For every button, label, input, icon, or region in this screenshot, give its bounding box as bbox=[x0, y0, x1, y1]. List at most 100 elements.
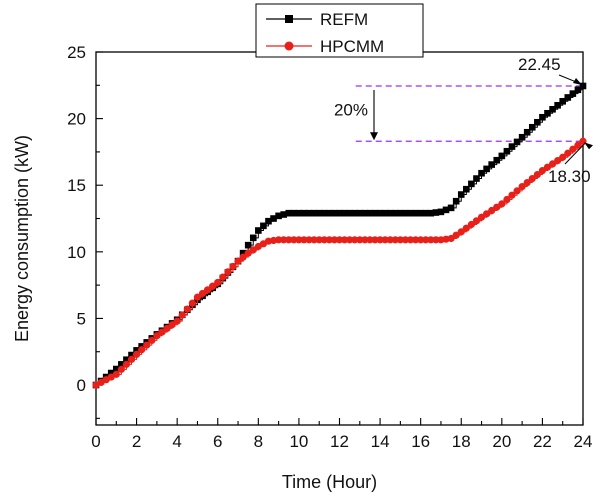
data-point-refm bbox=[392, 209, 399, 217]
reduction-arrow-head bbox=[369, 132, 378, 141]
data-point-refm bbox=[539, 113, 546, 121]
data-point-hpcmm bbox=[173, 317, 181, 325]
data-point-refm bbox=[381, 209, 389, 217]
data-point-hpcmm bbox=[351, 236, 359, 244]
data-point-hpcmm bbox=[320, 236, 328, 244]
data-point-hpcmm bbox=[411, 236, 420, 244]
x-tick-label: 18 bbox=[452, 432, 471, 451]
data-point-hpcmm bbox=[401, 236, 410, 244]
data-point-hpcmm bbox=[310, 236, 318, 244]
data-point-hpcmm bbox=[188, 299, 196, 307]
data-point-hpcmm bbox=[493, 203, 501, 211]
data-point-refm bbox=[523, 128, 531, 136]
data-point-hpcmm bbox=[163, 324, 171, 333]
data-point-refm bbox=[371, 209, 379, 217]
data-point-refm bbox=[351, 209, 359, 217]
data-point-hpcmm bbox=[559, 153, 567, 161]
legend-label-hpcmm: HPCMM bbox=[320, 37, 384, 56]
data-point-hpcmm bbox=[472, 217, 481, 225]
data-point-hpcmm bbox=[528, 174, 536, 183]
data-point-hpcmm bbox=[340, 236, 349, 244]
data-point-refm bbox=[239, 249, 247, 257]
data-point-hpcmm bbox=[574, 141, 582, 149]
legend-marker-hpcmm bbox=[284, 41, 294, 51]
data-point-hpcmm bbox=[569, 145, 577, 153]
data-point-refm bbox=[493, 156, 501, 164]
x-tick-label: 0 bbox=[91, 432, 100, 451]
data-point-hpcmm bbox=[280, 236, 288, 244]
data-point-hpcmm bbox=[290, 236, 298, 244]
data-point-hpcmm bbox=[376, 236, 384, 244]
data-point-hpcmm bbox=[204, 286, 212, 294]
data-point-refm bbox=[118, 361, 125, 368]
data-point-hpcmm bbox=[361, 236, 369, 244]
data-point-refm bbox=[280, 211, 287, 218]
x-tick-label: 22 bbox=[533, 432, 552, 451]
data-point-hpcmm bbox=[483, 210, 491, 218]
data-point-refm bbox=[447, 204, 455, 212]
data-point-hpcmm bbox=[508, 191, 516, 199]
x-tick-label: 10 bbox=[289, 432, 308, 451]
data-point-hpcmm bbox=[386, 236, 394, 244]
series-hpcmm bbox=[92, 137, 587, 389]
data-point-hpcmm bbox=[138, 346, 146, 354]
end-label-refm: 22.45 bbox=[518, 55, 561, 74]
y-tick-label: 5 bbox=[77, 309, 86, 328]
data-point-refm bbox=[265, 217, 272, 225]
data-point-hpcmm bbox=[564, 149, 572, 157]
data-point-refm bbox=[478, 169, 485, 177]
x-tick-label: 20 bbox=[492, 432, 511, 451]
data-point-refm bbox=[549, 105, 556, 113]
data-point-refm bbox=[290, 209, 298, 217]
data-point-refm bbox=[123, 356, 130, 364]
data-point-hpcmm bbox=[239, 253, 247, 261]
data-point-refm bbox=[554, 101, 561, 109]
data-point-hpcmm bbox=[153, 332, 161, 340]
data-point-hpcmm bbox=[198, 289, 207, 298]
data-point-hpcmm bbox=[538, 166, 547, 175]
data-point-refm bbox=[452, 197, 460, 205]
data-point-hpcmm bbox=[396, 236, 404, 244]
data-point-refm bbox=[386, 209, 394, 217]
data-point-hpcmm bbox=[244, 249, 252, 257]
x-tick-label: 6 bbox=[213, 432, 222, 451]
data-point-hpcmm bbox=[518, 182, 526, 191]
data-point-hpcmm bbox=[467, 220, 475, 229]
x-tick-label: 4 bbox=[172, 432, 181, 451]
data-point-refm bbox=[366, 209, 374, 217]
data-point-refm bbox=[513, 138, 521, 146]
end-arrowhead-hpcmm bbox=[584, 142, 593, 150]
data-point-hpcmm bbox=[452, 231, 460, 239]
data-point-refm bbox=[249, 234, 257, 242]
data-point-hpcmm bbox=[447, 234, 455, 243]
x-tick-label: 8 bbox=[254, 432, 263, 451]
data-point-refm bbox=[336, 209, 343, 217]
data-point-hpcmm bbox=[554, 156, 562, 165]
data-point-refm bbox=[473, 175, 480, 182]
data-point-refm bbox=[457, 191, 465, 198]
data-point-refm bbox=[285, 209, 293, 217]
data-point-refm bbox=[544, 109, 551, 117]
data-point-hpcmm bbox=[158, 328, 166, 336]
y-tick-label: 10 bbox=[67, 243, 86, 262]
data-point-hpcmm bbox=[325, 236, 333, 244]
y-tick-label: 20 bbox=[67, 110, 86, 129]
data-point-hpcmm bbox=[183, 305, 191, 313]
data-point-refm bbox=[432, 209, 440, 216]
data-point-hpcmm bbox=[300, 236, 308, 244]
data-point-refm bbox=[300, 209, 308, 217]
y-tick-label: 0 bbox=[77, 376, 86, 395]
data-point-refm bbox=[437, 208, 445, 216]
data-point-refm bbox=[417, 209, 424, 217]
data-point-hpcmm bbox=[427, 236, 435, 244]
data-point-refm bbox=[361, 209, 369, 217]
data-point-refm bbox=[498, 152, 506, 160]
data-point-hpcmm bbox=[285, 236, 293, 244]
data-point-refm bbox=[483, 165, 490, 173]
data-point-hpcmm bbox=[406, 236, 415, 244]
data-point-refm bbox=[128, 351, 135, 359]
data-point-hpcmm bbox=[127, 355, 136, 363]
data-point-hpcmm bbox=[432, 236, 440, 244]
data-point-hpcmm bbox=[315, 236, 323, 244]
